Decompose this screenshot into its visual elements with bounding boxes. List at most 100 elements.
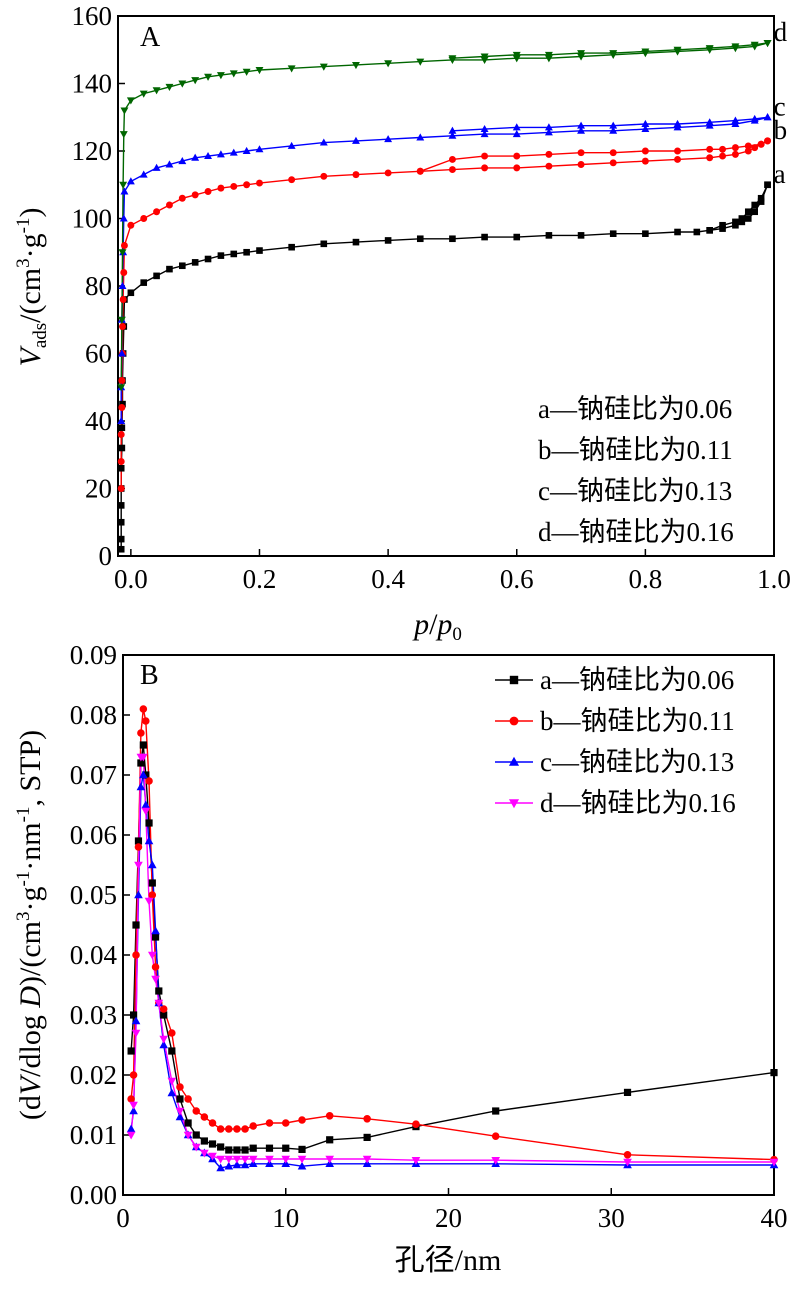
- marker-a-b-des-13: [448, 155, 456, 163]
- marker-a-b-ads-31: [609, 159, 617, 167]
- marker-a-a-ads-30: [481, 233, 488, 241]
- marker-b-a-27: [363, 1133, 371, 1141]
- marker-a-c-des-5: [641, 119, 650, 127]
- marker-b-b-14: [184, 1095, 192, 1103]
- marker-b-d-5: [139, 753, 148, 762]
- legend-a: a—钠硅比为0.06 b—钠硅比为0.11 c—钠硅比为0.13 d—钠硅比为0.16: [538, 394, 734, 547]
- legend-b-marker-b: [509, 716, 519, 726]
- marker-b-a-22: [249, 1144, 257, 1152]
- marker-a-d-des-0: [763, 40, 772, 48]
- marker-a-b-ads-35: [719, 152, 727, 160]
- marker-a-a-ads-34: [609, 230, 617, 237]
- marker-a-c-ads-10: [152, 163, 161, 171]
- legend-a-entry-2: c—钠硅比为0.13: [538, 476, 732, 506]
- marker-a-d-ads-15: [242, 68, 251, 76]
- marker-a-a-des-3: [744, 208, 752, 216]
- marker-a-b-des-4: [719, 145, 727, 153]
- marker-b-b-2: [132, 951, 140, 959]
- marker-b-a-29: [492, 1107, 500, 1115]
- marker-a-b-ads-2: [117, 431, 125, 438]
- series-lines-a: [120, 42, 769, 550]
- marker-b-d-16: [200, 1149, 209, 1158]
- marker-b-b-15: [192, 1107, 201, 1115]
- marker-b-a-8: [148, 879, 156, 887]
- marker-b-b-22: [249, 1122, 257, 1130]
- marker-b-d-28: [411, 1156, 421, 1165]
- marker-b-c-20: [232, 1160, 242, 1169]
- marker-b-c-25: [297, 1161, 307, 1170]
- x-label-a-sep: /: [429, 608, 438, 641]
- marker-b-a-30: [623, 1088, 632, 1096]
- marker-a-c-des-8: [544, 123, 553, 131]
- marker-a-a-ads-35: [642, 230, 649, 237]
- marker-a-a-ads-2: [117, 518, 125, 526]
- marker-a-a-ads-41: [738, 218, 746, 226]
- marker-a-b-ads-22: [320, 172, 328, 180]
- b-y-tick-label-1: 0.01: [70, 1120, 117, 1150]
- marker-a-b-des-7: [641, 147, 649, 155]
- marker-a-b-ads-15: [191, 191, 199, 199]
- marker-b-a-17: [208, 1140, 217, 1148]
- marker-b-d-23: [265, 1155, 274, 1164]
- marker-b-d-17: [208, 1152, 217, 1161]
- marker-b-c-13: [175, 1112, 185, 1121]
- marker-b-b-24: [281, 1119, 290, 1127]
- marker-b-c-1: [129, 1106, 138, 1115]
- marker-a-d-des-11: [448, 55, 457, 63]
- marker-a-a-ads-40: [732, 221, 739, 229]
- marker-a-d-ads-13: [216, 72, 225, 80]
- a-y-tick-label-8: 160: [72, 1, 113, 31]
- marker-a-b-ads-34: [706, 154, 714, 162]
- marker-b-a-5: [139, 741, 147, 749]
- marker-b-a-24: [282, 1144, 290, 1152]
- b-y-tick-label-2: 0.02: [70, 1060, 117, 1090]
- marker-b-c-21: [240, 1160, 250, 1169]
- marker-a-a-ads-18: [191, 259, 199, 266]
- marker-b-c-7: [144, 836, 154, 845]
- marker-a-d-ads-19: [352, 61, 360, 70]
- marker-a-d-ads-3: [119, 181, 128, 189]
- b-x-tick-label-3: 30: [598, 1203, 625, 1233]
- marker-a-a-des-1: [757, 194, 765, 202]
- marker-b-d-3: [134, 861, 143, 870]
- marker-a-b-ads-1: [117, 458, 125, 465]
- b-y-tick-label-7: 0.07: [70, 760, 117, 790]
- marker-a-d-des-4: [673, 46, 682, 54]
- marker-a-a-ads-24: [288, 243, 295, 251]
- marker-b-b-18: [216, 1125, 225, 1133]
- y-label-a-sub: ads: [30, 323, 51, 348]
- marker-a-b-ads-24: [384, 169, 392, 177]
- marker-b-d-22: [248, 1155, 258, 1164]
- marker-a-c-des-7: [577, 121, 586, 129]
- marker-b-a-25: [298, 1145, 306, 1153]
- marker-a-a-ads-5: [117, 464, 125, 472]
- marker-a-c-ads-21: [352, 136, 360, 144]
- marker-b-d-2: [131, 1029, 141, 1038]
- marker-a-c-ads-12: [178, 157, 187, 165]
- marker-b-a-10: [155, 987, 163, 995]
- y-label-b-sup2: -1: [13, 871, 34, 887]
- marker-a-c-ads-16: [229, 148, 238, 156]
- marker-a-c-ads-8: [126, 177, 135, 185]
- marker-a-b-ads-12: [153, 208, 161, 216]
- marker-b-a-15: [192, 1131, 200, 1139]
- marker-a-b-ads-27: [481, 164, 489, 172]
- marker-a-b-ads-19: [243, 181, 251, 189]
- marker-a-b-ads-9: [120, 242, 128, 249]
- b-y-tick-label-4: 0.04: [70, 940, 118, 970]
- x-axis-label-b: 孔径/nm: [395, 1244, 502, 1277]
- marker-b-d-11: [159, 1035, 169, 1044]
- a-y-tick-label-4: 80: [85, 271, 112, 301]
- marker-a-b-ads-37: [744, 147, 752, 155]
- marker-b-b-27: [363, 1115, 371, 1123]
- x-label-a-p1: p: [412, 608, 429, 641]
- a-x-tick-label-5: 1.0: [757, 564, 791, 594]
- line-a-c-adsorption: [120, 116, 768, 421]
- b-y-tick-label-5: 0.05: [70, 880, 117, 910]
- marker-b-c-8: [147, 860, 157, 869]
- b-x-tick-label-1: 10: [272, 1203, 299, 1233]
- marker-a-b-ads-17: [217, 184, 225, 192]
- marker-a-c-ads-27: [544, 128, 553, 136]
- legend-b-marker-a: [509, 675, 519, 685]
- marker-a-c-des-2: [731, 116, 740, 124]
